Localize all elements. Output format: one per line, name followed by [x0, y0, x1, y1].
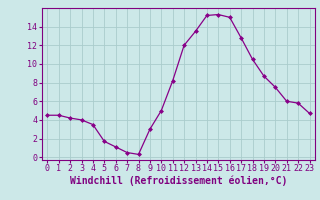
X-axis label: Windchill (Refroidissement éolien,°C): Windchill (Refroidissement éolien,°C): [70, 176, 287, 186]
